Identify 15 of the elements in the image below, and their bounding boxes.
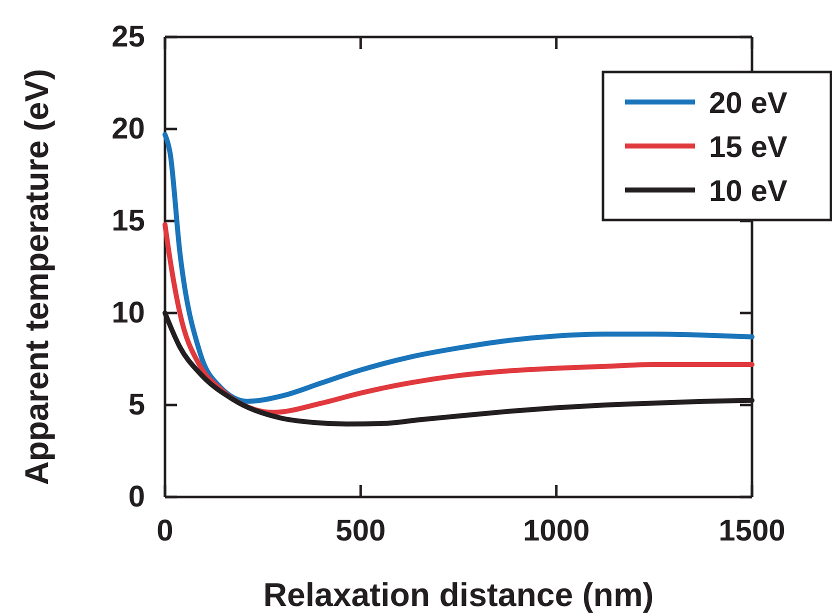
y-tick-label: 25 <box>112 20 145 54</box>
y-tick-label: 5 <box>128 388 145 422</box>
x-tick-label: 1500 <box>718 514 786 548</box>
y-tick-label: 10 <box>112 296 145 330</box>
x-tick-label: 500 <box>336 514 386 548</box>
legend-label: 15 eV <box>709 131 788 164</box>
x-tick-label: 0 <box>156 514 174 548</box>
y-tick-label: 0 <box>128 480 145 514</box>
x-tick-label: 1000 <box>522 514 590 548</box>
legend-label: 20 eV <box>709 87 788 120</box>
y-axis-title: Apparent temperature (eV) <box>18 68 55 486</box>
x-axis-title: Relaxation distance (nm) <box>263 576 654 613</box>
y-tick-label: 20 <box>112 112 145 146</box>
y-tick-label: 15 <box>112 204 145 238</box>
legend-label: 10 eV <box>709 175 788 208</box>
